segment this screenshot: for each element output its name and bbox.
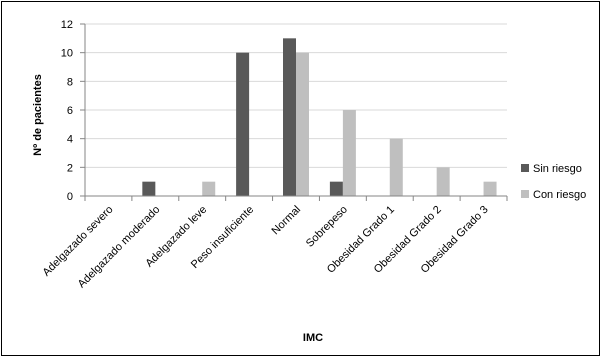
bars — [142, 38, 497, 197]
x-tick-label: Sobrepeso — [304, 204, 350, 250]
bar-con-riesgo — [389, 138, 403, 196]
y-tick-label: 4 — [67, 134, 73, 146]
bar-con-riesgo — [483, 181, 497, 196]
legend-swatch — [521, 190, 529, 198]
x-tick-label: Normal — [270, 204, 304, 238]
axes — [80, 23, 508, 201]
bar-con-riesgo — [436, 167, 450, 196]
bar-con-riesgo — [296, 52, 309, 196]
legend-swatch — [521, 164, 529, 172]
legend-label: Sin riesgo — [533, 163, 582, 175]
bar-sin-riesgo — [142, 181, 156, 196]
bar-sin-riesgo — [236, 52, 250, 196]
y-tick-label: 6 — [67, 105, 73, 117]
y-tick-label: 8 — [67, 76, 73, 88]
legend-label: Con riesgo — [533, 189, 586, 201]
bar-con-riesgo — [202, 181, 216, 196]
bar-con-riesgo — [342, 110, 356, 196]
x-axis-title: IMC — [303, 332, 323, 344]
x-tick-label: Adelgazado moderado — [76, 204, 163, 291]
y-tick-label: 12 — [61, 19, 73, 31]
y-tick-labels: 0 2 4 6 8 10 12 — [61, 19, 73, 203]
bar-sin-riesgo — [329, 181, 343, 196]
y-tick-label: 0 — [67, 191, 73, 203]
y-tick-label: 10 — [61, 48, 73, 60]
y-tick-label: 2 — [67, 162, 73, 174]
bar-sin-riesgo — [283, 38, 296, 197]
legend: Sin riesgo Con riesgo — [521, 163, 586, 201]
y-axis-title: Nº de pacientes — [32, 74, 44, 156]
